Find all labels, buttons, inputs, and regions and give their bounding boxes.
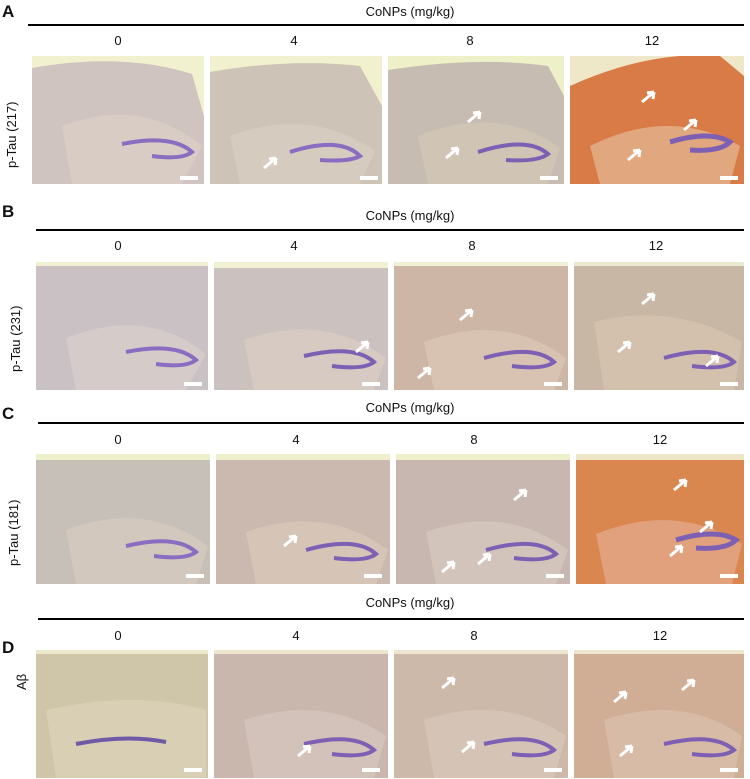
- micrograph-a-4: [210, 56, 382, 184]
- arrow-icon: [283, 534, 298, 548]
- arrow-icon: [673, 478, 688, 492]
- panel-c-rule: [38, 422, 744, 424]
- micrograph-d-8: [394, 650, 568, 778]
- panel-a-dose-12: 12: [644, 33, 660, 48]
- arrow-icon: [617, 340, 632, 354]
- panel-c-dose-0: 0: [114, 432, 122, 447]
- panel-a-header: CoNPs (mg/kg): [365, 4, 455, 19]
- panel-c-dose-12: 12: [652, 432, 668, 447]
- arrow-icon: [627, 148, 642, 162]
- panel-d-dose-8: 8: [470, 628, 478, 643]
- panel-letter-a: A: [2, 2, 15, 21]
- micrograph-d-4: [214, 650, 388, 778]
- arrow-icon: [297, 744, 312, 758]
- panel-b-rule: [36, 229, 744, 231]
- micrograph-b-0: [36, 262, 208, 390]
- panel-letter-c: C: [2, 404, 15, 423]
- arrow-icon: [355, 340, 370, 354]
- panel-c-dose-8: 8: [470, 432, 478, 447]
- micrograph-a-0: [32, 56, 204, 184]
- scale-bar: [544, 768, 562, 772]
- panel-c-row-label: p-Tau (181): [6, 499, 21, 566]
- panel-b-header: CoNPs (mg/kg): [365, 208, 455, 223]
- panel-d-rule: [38, 618, 744, 620]
- scale-bar: [180, 176, 198, 180]
- arrow-icon: [683, 118, 698, 132]
- micrograph-d-12: [574, 650, 744, 778]
- scale-bar: [360, 176, 378, 180]
- scale-bar: [184, 768, 202, 772]
- scale-bar: [720, 382, 738, 386]
- panel-d-dose-4: 4: [292, 628, 300, 643]
- micrograph-c-8: [396, 454, 570, 584]
- arrow-icon: [441, 676, 456, 690]
- scale-bar: [720, 574, 738, 578]
- arrow-icon: [441, 560, 456, 574]
- arrow-icon: [459, 308, 474, 322]
- panel-b-dose-8: 8: [468, 238, 476, 253]
- panel-d-dose-12: 12: [652, 628, 668, 643]
- arrow-icon: [705, 354, 720, 368]
- arrow-icon: [641, 292, 656, 306]
- arrow-icon: [417, 366, 432, 380]
- micrograph-c-0: [36, 454, 210, 584]
- panel-a-rule: [28, 24, 744, 26]
- panel-c-header: CoNPs (mg/kg): [365, 400, 455, 415]
- panel-b-dose-4: 4: [290, 238, 298, 253]
- arrow-icon: [477, 552, 492, 566]
- scale-bar: [184, 382, 202, 386]
- scale-bar: [362, 382, 380, 386]
- panel-b-dose-0: 0: [114, 238, 122, 253]
- panel-a-row-label: p-Tau (217): [4, 101, 19, 168]
- panel-d-row-label: Aβ: [14, 673, 29, 690]
- panel-a-dose-4: 4: [290, 33, 298, 48]
- panel-a-dose-0: 0: [114, 33, 122, 48]
- scale-bar: [362, 768, 380, 772]
- panel-b-dose-12: 12: [648, 238, 664, 253]
- panel-a-dose-8: 8: [466, 33, 474, 48]
- micrograph-a-12: [570, 56, 744, 184]
- scale-bar: [720, 176, 738, 180]
- scale-bar: [546, 574, 564, 578]
- micrograph-c-12: [576, 454, 744, 584]
- arrow-icon: [613, 690, 628, 704]
- arrow-icon: [669, 544, 684, 558]
- arrow-icon: [461, 740, 476, 754]
- panel-c-dose-4: 4: [292, 432, 300, 447]
- panel-b-row-label: p-Tau (231): [8, 305, 23, 372]
- micrograph-b-4: [214, 262, 388, 390]
- arrow-icon: [699, 520, 714, 534]
- micrograph-b-12: [574, 262, 744, 390]
- arrow-icon: [513, 488, 528, 502]
- arrow-icon: [467, 110, 482, 124]
- arrow-icon: [641, 90, 656, 104]
- micrograph-c-4: [216, 454, 390, 584]
- scale-bar: [186, 574, 204, 578]
- arrow-icon: [263, 156, 278, 170]
- panel-letter-b: B: [2, 202, 15, 221]
- panel-d-dose-0: 0: [114, 628, 122, 643]
- scale-bar: [540, 176, 558, 180]
- panel-d-header: CoNPs (mg/kg): [365, 595, 455, 610]
- scale-bar: [720, 768, 738, 772]
- micrograph-a-8: [388, 56, 564, 184]
- scale-bar: [364, 574, 382, 578]
- micrograph-d-0: [36, 650, 208, 778]
- scale-bar: [544, 382, 562, 386]
- arrow-icon: [681, 678, 696, 692]
- arrow-icon: [619, 744, 634, 758]
- arrow-icon: [445, 146, 460, 160]
- panel-letter-d: D: [2, 638, 15, 657]
